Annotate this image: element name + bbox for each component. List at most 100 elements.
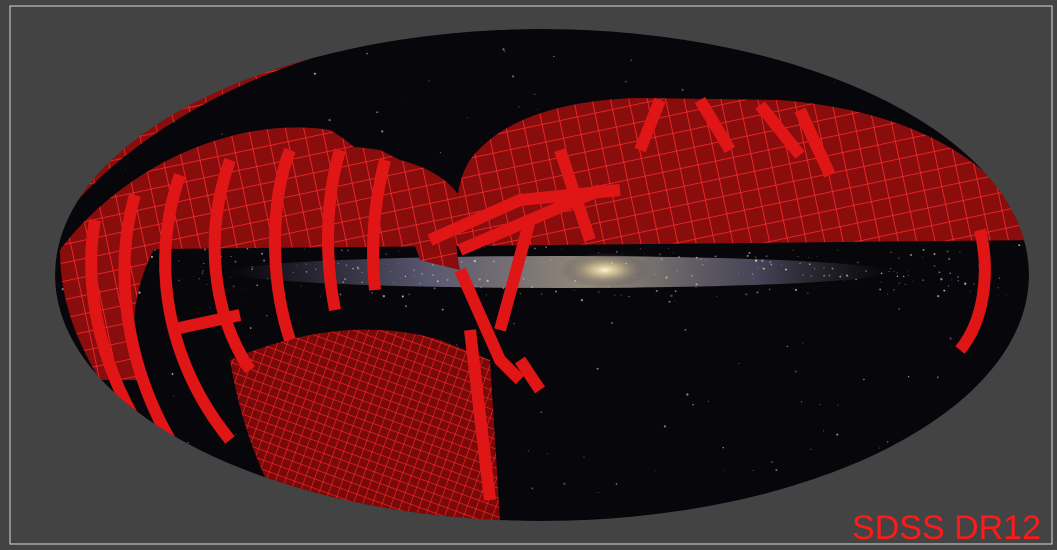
footprint-north-edge	[60, 98, 650, 380]
star	[474, 285, 476, 287]
star	[492, 260, 495, 263]
star	[936, 48, 938, 50]
footprint-south	[230, 329, 500, 521]
star	[856, 261, 859, 264]
star	[262, 259, 266, 262]
star	[714, 255, 717, 258]
star	[802, 342, 804, 344]
star	[313, 51, 315, 52]
star	[481, 259, 483, 261]
star	[723, 469, 725, 471]
star	[107, 45, 109, 47]
star	[823, 274, 825, 277]
star	[527, 269, 528, 271]
star	[823, 267, 825, 269]
star	[686, 393, 689, 396]
star	[909, 253, 913, 257]
star	[792, 249, 794, 251]
star	[880, 272, 883, 275]
star	[502, 48, 505, 51]
star	[361, 271, 363, 274]
star	[879, 447, 881, 449]
star	[455, 343, 458, 346]
star	[512, 75, 515, 78]
star	[347, 249, 350, 252]
star	[842, 274, 843, 276]
star	[503, 50, 506, 53]
star	[473, 259, 476, 263]
star	[486, 279, 489, 283]
star	[436, 280, 439, 283]
star	[235, 434, 237, 436]
star	[655, 470, 656, 472]
star	[531, 487, 534, 490]
star	[839, 275, 842, 278]
star	[484, 247, 485, 249]
star	[668, 248, 669, 249]
star	[340, 249, 343, 252]
star	[273, 502, 276, 504]
star	[519, 292, 521, 295]
star	[950, 279, 952, 281]
star	[104, 396, 106, 398]
star	[674, 290, 677, 293]
star	[295, 265, 298, 267]
star	[390, 270, 392, 272]
star	[343, 286, 345, 287]
star	[978, 111, 980, 113]
star	[748, 251, 751, 255]
star	[244, 297, 246, 299]
star	[596, 367, 599, 370]
star	[887, 441, 889, 443]
star	[810, 275, 812, 277]
star	[244, 288, 246, 289]
star	[178, 279, 180, 282]
star	[625, 80, 627, 83]
star	[756, 291, 759, 294]
star	[540, 293, 543, 296]
star	[344, 278, 347, 281]
star	[187, 441, 190, 444]
star	[665, 276, 668, 279]
star	[875, 43, 877, 45]
star	[902, 80, 904, 82]
star	[80, 456, 81, 457]
star	[580, 299, 584, 302]
star	[398, 262, 399, 264]
star	[898, 257, 900, 259]
star	[757, 267, 759, 269]
star	[549, 259, 552, 261]
star	[61, 187, 63, 190]
star	[342, 281, 345, 283]
star	[781, 264, 783, 265]
star	[998, 277, 1000, 279]
star	[973, 283, 975, 285]
star	[810, 59, 811, 61]
star	[596, 264, 599, 267]
star	[476, 257, 478, 259]
star	[865, 269, 868, 273]
star	[957, 276, 959, 278]
star	[432, 274, 434, 276]
star	[655, 289, 658, 292]
star	[808, 263, 811, 266]
star	[546, 453, 548, 455]
star	[890, 267, 892, 270]
star	[428, 80, 430, 82]
star	[617, 273, 619, 275]
star	[498, 282, 500, 284]
star	[752, 469, 755, 472]
star	[607, 270, 610, 272]
star	[943, 289, 946, 292]
star	[785, 268, 788, 271]
star	[162, 100, 164, 103]
star	[441, 308, 444, 311]
star	[203, 262, 205, 264]
star	[597, 252, 599, 254]
star	[201, 265, 203, 267]
star	[527, 450, 530, 452]
star	[173, 395, 175, 397]
star	[933, 253, 936, 255]
star	[602, 277, 604, 278]
star	[769, 261, 772, 264]
